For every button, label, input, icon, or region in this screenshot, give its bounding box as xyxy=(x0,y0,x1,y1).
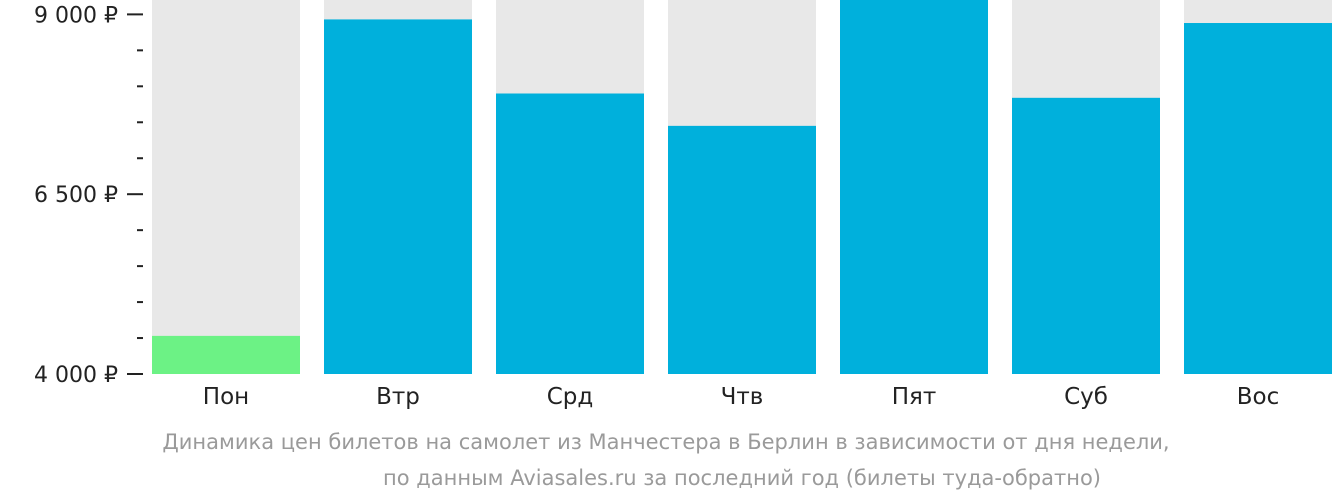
x-tick-label: Срд xyxy=(547,384,594,410)
bar-Суб xyxy=(1012,97,1160,375)
x-axis: Пон Втр Срд Чтв Пят Суб Вос xyxy=(203,384,1279,410)
bar-Срд xyxy=(496,93,644,374)
bar-Пон xyxy=(152,335,300,374)
x-tick-label: Пон xyxy=(203,384,249,410)
x-tick-label: Пят xyxy=(892,384,937,410)
y-tick-label: 6 500 ₽ xyxy=(34,183,118,208)
y-tick-label: 9 000 ₽ xyxy=(34,3,118,28)
bar-Пят xyxy=(840,0,988,374)
x-tick-label: Втр xyxy=(376,384,420,410)
bar-Вос xyxy=(1184,23,1332,375)
chart-caption-line-2: по данным Aviasales.ru за последний год … xyxy=(383,466,1101,490)
bar-background-Пон xyxy=(152,0,300,374)
x-tick-label: Чтв xyxy=(721,384,764,410)
x-tick-label: Суб xyxy=(1064,384,1108,410)
price-by-weekday-chart: 9 000 ₽ 6 500 ₽ 4 000 ₽ Пон Втр Срд Чтв Пят Суб… xyxy=(34,0,1332,410)
bar-Втр xyxy=(324,19,472,375)
y-tick-label: 4 000 ₽ xyxy=(34,363,118,388)
y-axis: 9 000 ₽ 6 500 ₽ 4 000 ₽ xyxy=(34,3,143,388)
bar-Чтв xyxy=(668,125,816,374)
chart-caption-line-1: Динамика цен билетов на самолет из Манче… xyxy=(162,430,1170,454)
x-tick-label: Вос xyxy=(1237,384,1280,410)
bars-group xyxy=(152,0,1332,375)
